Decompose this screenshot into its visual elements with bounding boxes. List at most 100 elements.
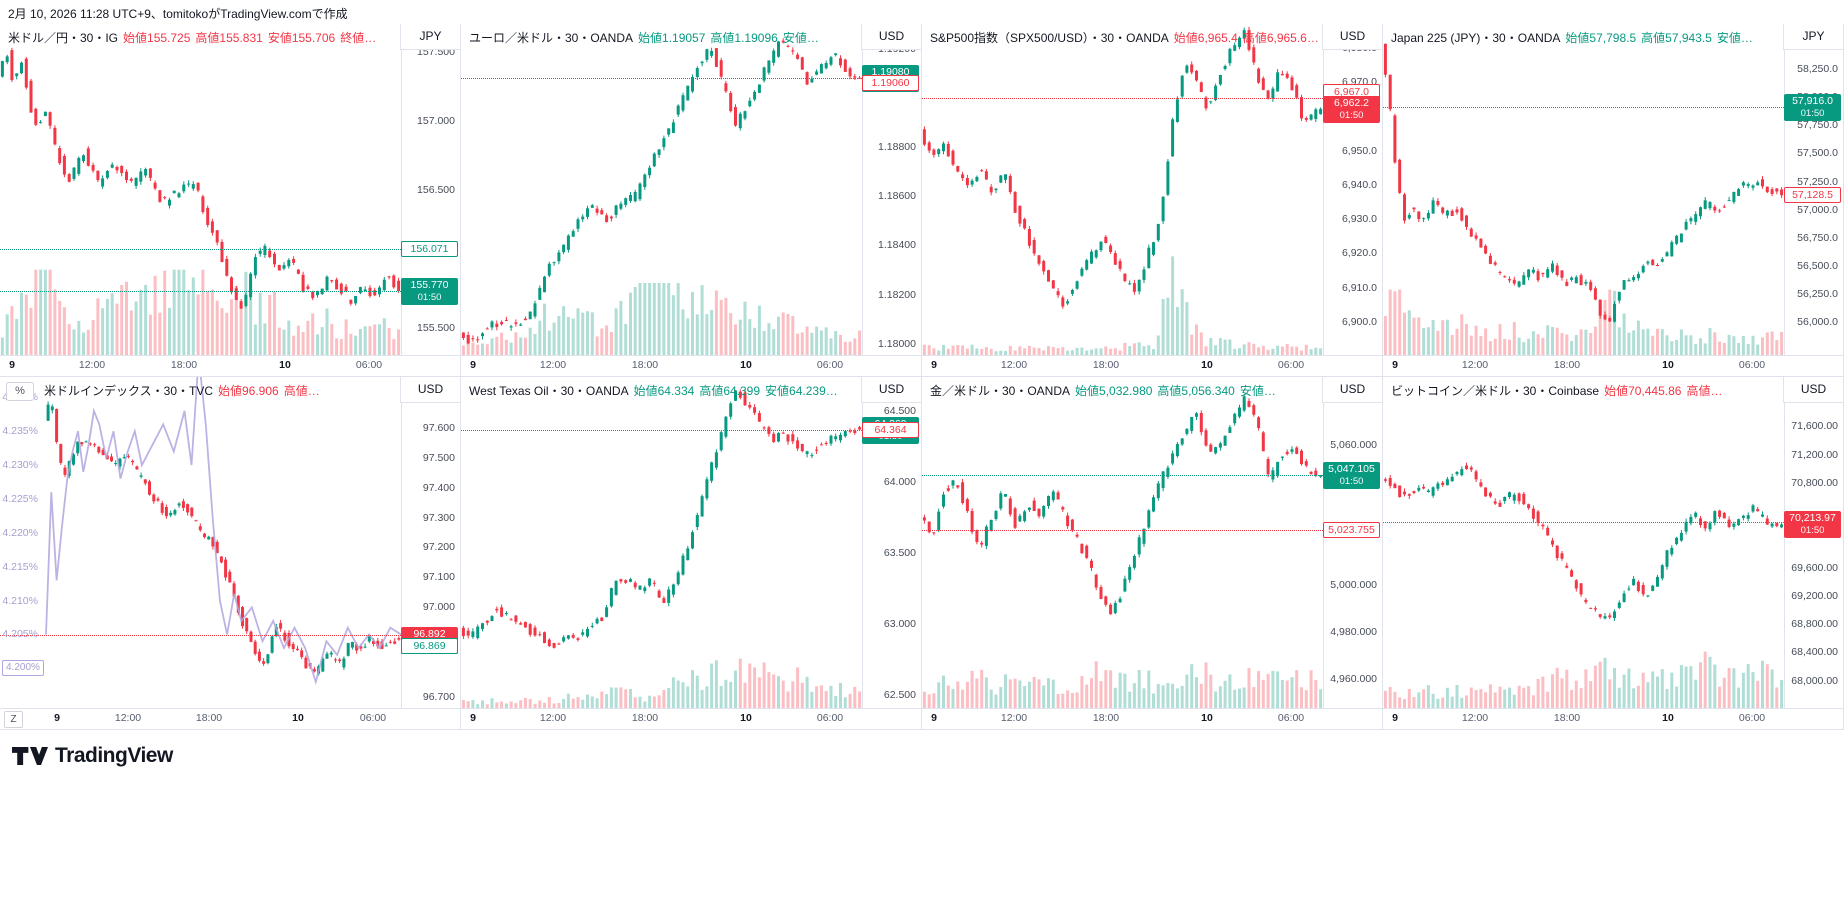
candle-body — [1641, 585, 1645, 595]
volume-bar — [1770, 331, 1774, 356]
chart-plot[interactable]: Japan 225 (JPY)・30・OANDA 始値57,798.5 高値57,9… — [1383, 24, 1785, 356]
chart-plot[interactable]: ビットコイン／米ドル・30・Coinbase 始値70,445.86 高値… — [1383, 377, 1785, 709]
volume-bar — [538, 700, 542, 709]
price-axis[interactable]: 6,980.06,970.06,950.06,940.06,930.06,920… — [1322, 24, 1382, 356]
symbol-title[interactable]: ユーロ／米ドル・30・OANDA — [469, 31, 634, 45]
currency-badge[interactable]: USD — [1322, 24, 1382, 50]
time-axis[interactable]: 9 12:00 18:00 10 06:00 — [922, 355, 1382, 376]
currency-badge[interactable]: USD — [861, 377, 921, 403]
candle-body — [1008, 176, 1012, 192]
candle-body — [1498, 272, 1502, 273]
candle-body — [1037, 508, 1041, 517]
time-axis[interactable]: 9 12:00 18:00 10 06:00 — [922, 708, 1382, 729]
volume-bar — [1309, 349, 1313, 356]
volume-bar — [853, 338, 857, 356]
volume-bar — [1147, 670, 1151, 709]
tradingview-logo[interactable]: TradingView — [12, 744, 173, 768]
time-axis[interactable]: 9 12:00 18:00 10 06:00 — [461, 708, 921, 729]
chart-plot[interactable]: ユーロ／米ドル・30・OANDA 始値1.19057 高値1.19096 安値… — [461, 24, 863, 356]
candle-body — [1023, 511, 1027, 521]
candle-body — [163, 197, 167, 199]
candle-body — [1498, 502, 1502, 507]
currency-badge[interactable]: USD — [400, 377, 460, 403]
symbol-title[interactable]: 米ドルインデックス・30・TVC — [44, 384, 213, 398]
candle-body — [1756, 182, 1760, 186]
volume-bar — [335, 338, 339, 356]
price-axis[interactable]: 58,500.058,250.058,000.057,750.057,500.0… — [1783, 24, 1843, 356]
price-axis[interactable]: 1.192001.188001.186001.184001.182001.180… — [861, 24, 921, 356]
volume-bar — [1603, 657, 1607, 709]
candle-body — [590, 205, 594, 208]
volume-bar — [387, 327, 391, 356]
candle-body — [791, 50, 795, 52]
volume-bar — [1218, 686, 1222, 709]
price-axis[interactable]: 5,080.0005,060.0005,000.0004,980.0004,96… — [1322, 377, 1382, 709]
volume-bar — [1185, 302, 1189, 356]
volume-bar — [1013, 350, 1017, 356]
candle-body — [466, 335, 470, 344]
candle-body — [1584, 599, 1588, 603]
currency-badge[interactable]: USD — [1783, 377, 1843, 403]
symbol-title[interactable]: S&P500指数（SPX500/USD）・30・OANDA — [930, 31, 1169, 45]
volume-bar — [1398, 289, 1402, 356]
volume-bar — [1285, 680, 1289, 709]
volume-bar — [1741, 335, 1745, 356]
chart-plot[interactable]: 金／米ドル・30・OANDA 始値5,032.980 高値5,056.340 安値… — [922, 377, 1324, 709]
volume-bar — [543, 303, 546, 356]
candle-body — [595, 208, 599, 213]
price-axis[interactable]: 64.50064.00063.50063.00062.50064.36901:5… — [861, 377, 921, 709]
time-axis[interactable]: 9 12:00 18:00 10 06:00 — [461, 355, 921, 376]
price-axis[interactable]: 72,000.0071,600.0071,200.0070,800.0069,6… — [1783, 377, 1843, 709]
volume-bar — [1627, 668, 1631, 709]
time-tick-label: 9 — [931, 359, 937, 371]
volume-bar — [1699, 662, 1702, 709]
volume-bar — [994, 694, 998, 709]
candle-body — [509, 326, 513, 328]
symbol-title[interactable]: West Texas Oil・30・OANDA — [469, 384, 629, 398]
candle-body — [922, 517, 926, 521]
candle-body — [710, 462, 714, 481]
volume-bar — [1142, 688, 1146, 709]
volume-bar — [476, 704, 480, 709]
currency-badge[interactable]: JPY — [400, 24, 460, 50]
currency-badge[interactable]: USD — [1322, 377, 1382, 403]
volume-bar — [984, 677, 988, 709]
candle-body — [1383, 43, 1387, 75]
volume-bar — [72, 329, 76, 356]
candle-body — [552, 262, 556, 264]
candle-body — [538, 287, 542, 300]
price-axis[interactable]: 157.500 157.000 156.500 155.500 156.071 155.7… — [400, 24, 460, 356]
chart-legend: 米ドル／円・30・IG 始値155.725 高値155.831 安値155.706 終値… — [8, 29, 397, 46]
timezone-button[interactable]: Z — [4, 711, 23, 728]
time-axis[interactable]: Z 9 12:00 18:00 10 06:00 — [0, 708, 460, 729]
price-tick-label: 68,000.00 — [1791, 674, 1838, 687]
time-axis[interactable]: 9 12:00 18:00 10 06:00 — [1383, 355, 1843, 376]
currency-badge[interactable]: JPY — [1783, 24, 1843, 50]
candle-body — [495, 323, 499, 327]
volume-bar — [471, 342, 475, 356]
candle-body — [757, 84, 761, 93]
chart-plot[interactable]: West Texas Oil・30・OANDA 始値64.334 高値64.399 安… — [461, 377, 863, 709]
percent-scale-button[interactable]: % — [6, 382, 34, 401]
symbol-title[interactable]: 金／米ドル・30・OANDA — [930, 384, 1071, 398]
candle-body — [397, 638, 401, 640]
candle-body — [1474, 471, 1478, 480]
symbol-title[interactable]: 米ドル／円・30・IG — [8, 31, 119, 45]
symbol-title[interactable]: ビットコイン／米ドル・30・Coinbase — [1391, 384, 1600, 398]
candle-body — [1085, 260, 1089, 270]
volume-bar — [1047, 346, 1050, 356]
time-axis[interactable]: 9 12:00 18:00 10 06:00 — [1383, 708, 1843, 729]
chart-plot[interactable]: S&P500指数（SPX500/USD）・30・OANDA 始値6,965.4 高値… — [922, 24, 1324, 356]
volume-bar — [1627, 332, 1631, 356]
candle-body — [1589, 281, 1593, 290]
candle-body — [1080, 543, 1084, 554]
symbol-title[interactable]: Japan 225 (JPY)・30・OANDA — [1391, 31, 1561, 45]
yield-axis-label: 4.215% — [2, 560, 38, 573]
chart-plot[interactable]: 4.240%4.235%4.230%4.225%4.220%4.215%4.21… — [0, 377, 402, 709]
chart-plot[interactable]: 米ドル／円・30・IG 始値155.725 高値155.831 安値155.706 終値… — [0, 24, 402, 356]
candle-body — [1598, 299, 1602, 316]
currency-badge[interactable]: USD — [861, 24, 921, 50]
candle-body — [951, 150, 955, 165]
time-axis[interactable]: 9 12:00 18:00 10 06:00 — [0, 355, 460, 376]
price-axis[interactable]: 97.70097.60097.50097.40097.30097.20097.1… — [400, 377, 460, 709]
